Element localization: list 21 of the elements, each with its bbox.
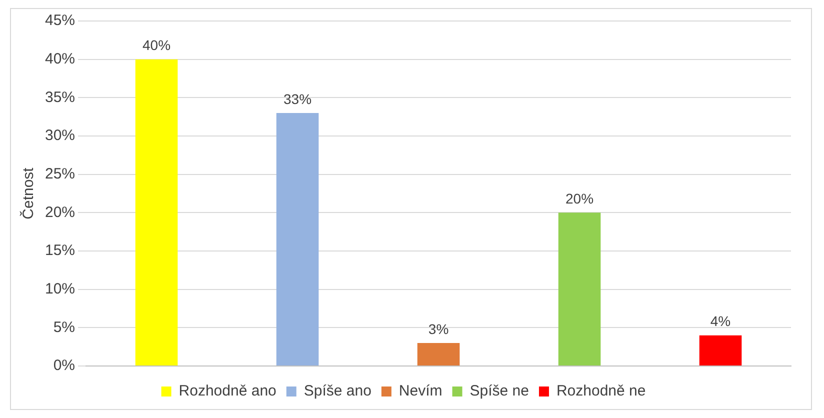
data-label: 33% [284, 90, 312, 107]
data-label: 40% [142, 37, 171, 54]
data-label: 3% [428, 320, 449, 337]
y-tick-label: 0% [53, 357, 76, 374]
y-tick-label: 10% [44, 280, 76, 298]
y-tick-label: 25% [44, 165, 76, 182]
data-label: 20% [565, 190, 594, 207]
legend-label: Spíše ne [470, 382, 529, 400]
y-tick-label: 20% [44, 204, 76, 221]
legend-label: Rozhodně ne [556, 382, 646, 400]
legend-label: Rozhodně ano [178, 382, 276, 400]
y-tick-label: 45% [44, 12, 76, 30]
y-tick-label: 35% [44, 88, 76, 106]
y-tick-label: 30% [44, 127, 76, 144]
y-tick-label: 15% [44, 242, 76, 260]
y-tick-label: 5% [53, 318, 76, 336]
data-label: 4% [710, 313, 731, 330]
y-axis-title: Četnost [19, 166, 38, 220]
y-tick-label: 40% [44, 50, 76, 68]
legend-label: Nevím [398, 382, 442, 400]
legend-label: Spíše ano [304, 382, 372, 400]
